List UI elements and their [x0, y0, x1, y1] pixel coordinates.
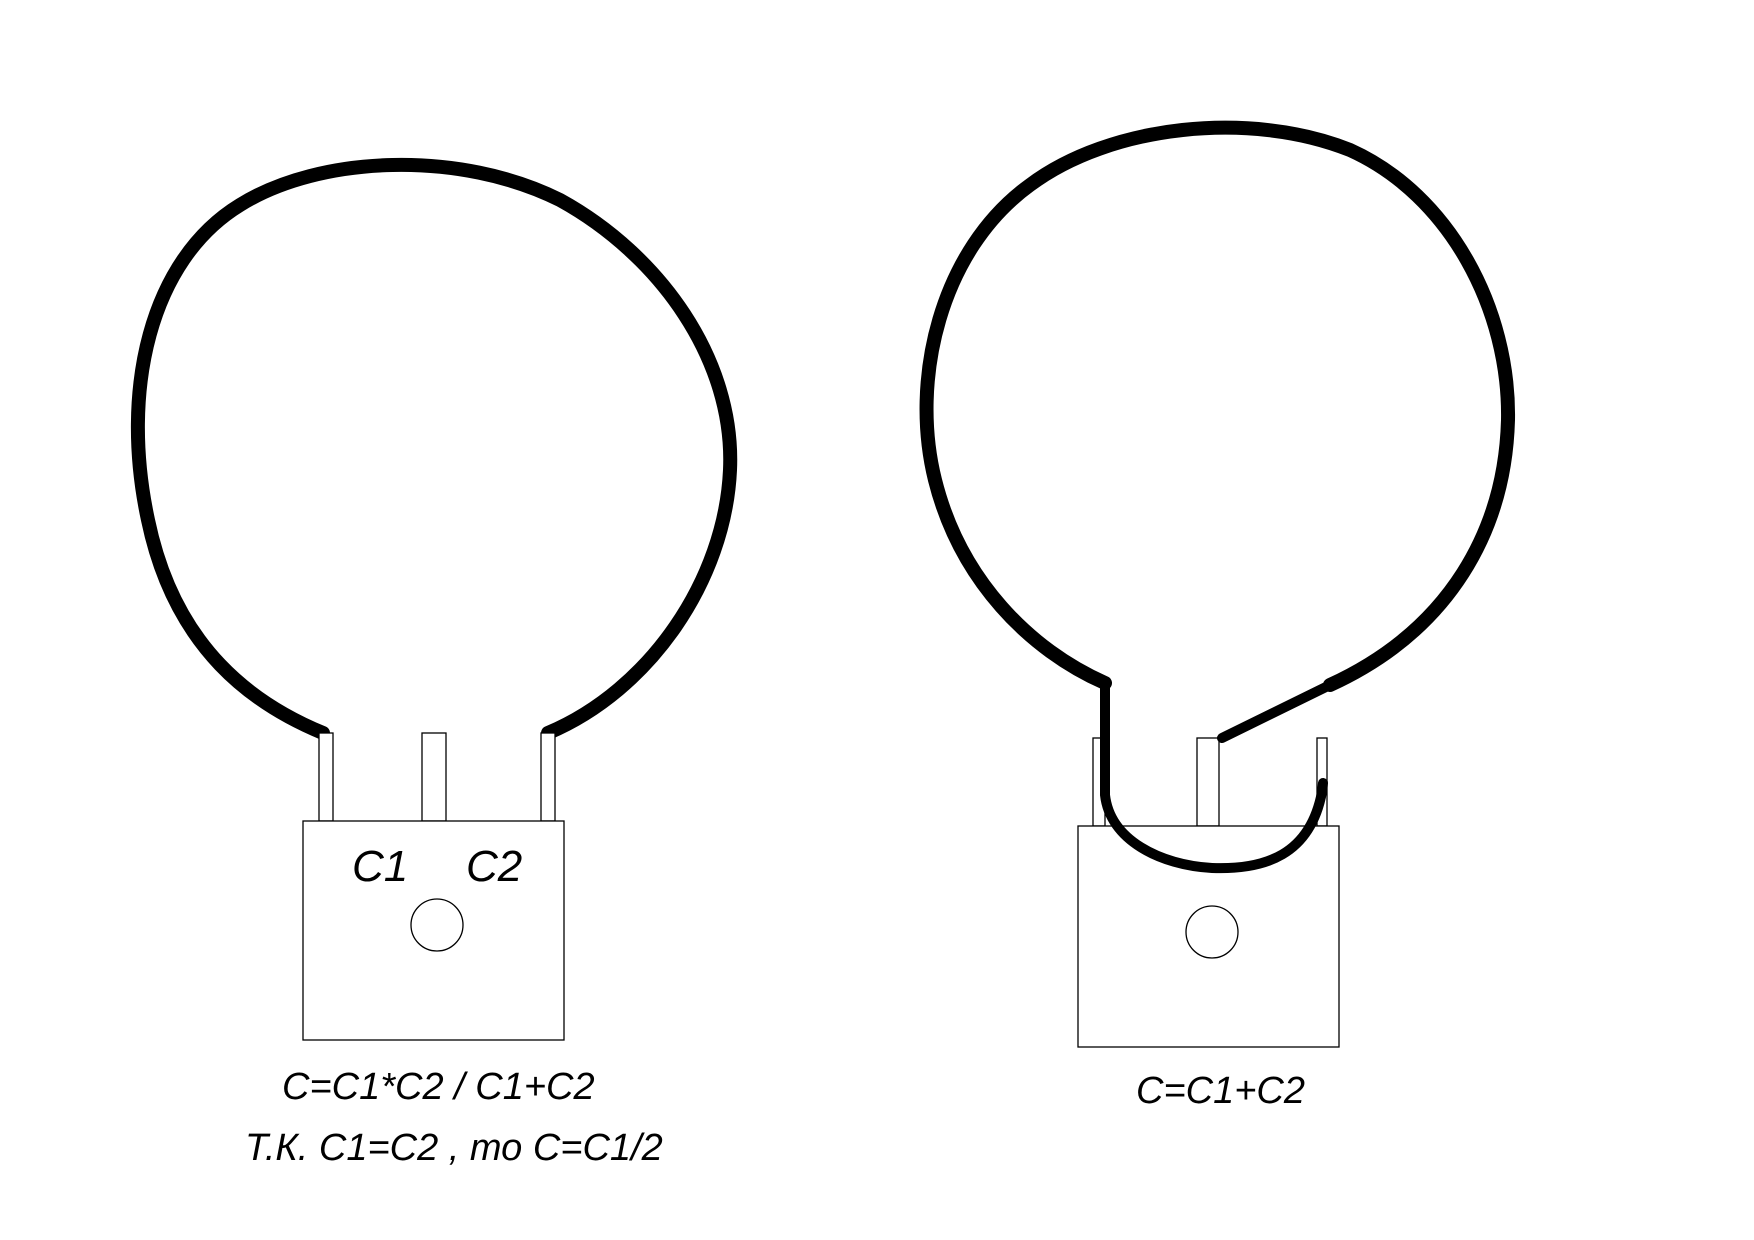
left-formula-line-2: Т.К. C1=C2 , то C=C1/2 — [245, 1127, 663, 1169]
left-capacitor-shaft — [410, 898, 464, 952]
left-antenna-assembly: C1 C2 C=C1*C2 / C1+C2 Т.К. C1=C2 , то C=… — [130, 157, 738, 1169]
right-capacitor-shaft — [1185, 905, 1239, 959]
right-antenna-assembly: C=C1+C2 — [919, 120, 1516, 1112]
right-lead-to-c1 — [1100, 678, 1328, 874]
left-formula-line-1: C=C1*C2 / C1+C2 — [282, 1066, 595, 1108]
right-pin-rotor — [1196, 737, 1220, 827]
left-label-c1: C1 — [352, 842, 408, 891]
left-label-c2: C2 — [466, 842, 522, 891]
left-pin-c2 — [540, 732, 556, 822]
right-formula: C=C1+C2 — [1136, 1070, 1305, 1112]
right-loop-wire — [919, 120, 1516, 692]
left-pin-rotor — [421, 732, 447, 822]
left-pin-c1 — [318, 732, 334, 822]
right-lead-to-rotor — [1217, 680, 1335, 743]
left-loop-wire — [130, 157, 738, 740]
